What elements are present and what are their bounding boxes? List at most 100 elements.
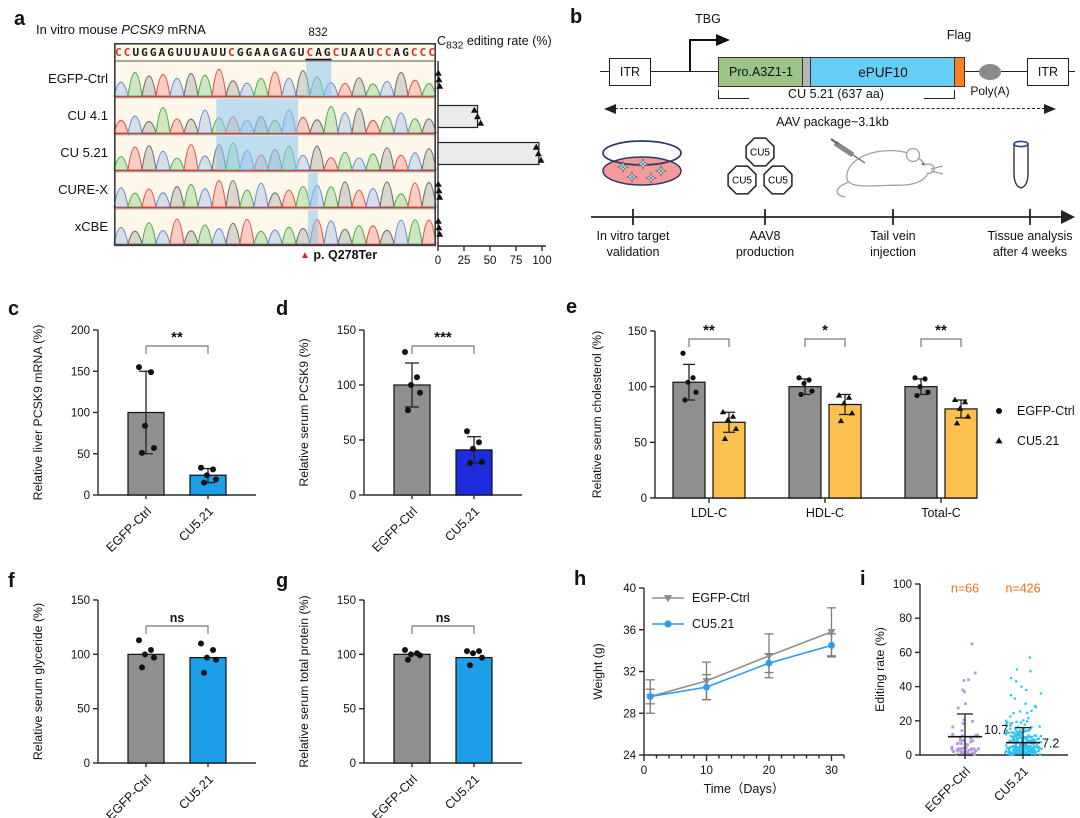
cu-bracket-left bbox=[718, 90, 749, 99]
cell-dish-icon bbox=[602, 140, 682, 186]
svg-text:100: 100 bbox=[628, 382, 647, 394]
panel-c-letter: c bbox=[8, 298, 20, 320]
editing-rate-scatter-chart: 0 20 40 60 80 100 Editing rate (%) n=66 10.7 EGFP… bbox=[873, 579, 1068, 815]
svg-text:150: 150 bbox=[337, 325, 356, 337]
workflow-step-4: Tissue analysis after 4 weeks bbox=[987, 229, 1073, 259]
svg-text:50: 50 bbox=[77, 704, 90, 716]
svg-text:24: 24 bbox=[623, 750, 636, 762]
svg-text:HDL-C: HDL-C bbox=[806, 506, 844, 520]
svg-text:G: G bbox=[167, 46, 174, 59]
pro-a3z1-box: Pro.A3Z1-1 bbox=[718, 57, 804, 87]
svg-text:A: A bbox=[202, 46, 209, 59]
svg-text:G: G bbox=[150, 46, 157, 59]
svg-text:G: G bbox=[237, 46, 244, 59]
mutation-arrow-icon: ▲ bbox=[300, 250, 310, 261]
svg-text:G: G bbox=[289, 46, 296, 59]
svg-text:Relative liver PCSK9 mRNA (%): Relative liver PCSK9 mRNA (%) bbox=[31, 325, 45, 501]
svg-text:G: G bbox=[402, 46, 409, 59]
svg-text:CU5.21: CU5.21 bbox=[692, 617, 734, 631]
svg-text:150: 150 bbox=[337, 595, 356, 607]
panel-a-title-gene: PCSK9 bbox=[121, 22, 164, 37]
svg-text:A: A bbox=[359, 46, 366, 59]
editing-rate-title: C832 editing rate (%) bbox=[437, 34, 552, 52]
aav-construct-diagram: ITR TBG Pro.A3Z1-1 ePUF10 Flag Poly(A) I… bbox=[585, 12, 1080, 133]
svg-text:100: 100 bbox=[71, 649, 90, 661]
svg-text:**: ** bbox=[171, 329, 183, 346]
svg-text:40: 40 bbox=[623, 583, 636, 595]
arrowhead-right-icon bbox=[1044, 104, 1056, 114]
svg-text:CU5.21: CU5.21 bbox=[1017, 434, 1059, 448]
svg-text:C: C bbox=[385, 46, 392, 59]
svg-text:C: C bbox=[376, 46, 383, 59]
svg-text:200: 200 bbox=[71, 325, 90, 337]
svg-text:C: C bbox=[333, 46, 340, 59]
svg-text:C: C bbox=[420, 46, 427, 59]
svg-text:40: 40 bbox=[899, 682, 912, 694]
svg-text:CU5.21: CU5.21 bbox=[442, 772, 482, 812]
aav-package-label: AAV package~3.1kb bbox=[776, 115, 889, 129]
aav-capsid-icons: CU5 CU5 CU5 bbox=[727, 137, 793, 195]
mutation-annotation: ▲ p. Q278Ter bbox=[300, 248, 377, 262]
flag-tag-box bbox=[954, 57, 965, 87]
capsid-label-3: CU5 bbox=[768, 176, 788, 187]
bar-EGFP-Ctrl bbox=[393, 653, 431, 764]
panel-e-letter: e bbox=[566, 296, 578, 318]
svg-text:100: 100 bbox=[532, 255, 551, 267]
editing-title-pre: C bbox=[437, 34, 447, 48]
panel-g-letter: g bbox=[276, 570, 289, 592]
svg-text:Relative serum glyceride (%): Relative serum glyceride (%) bbox=[31, 603, 45, 760]
svg-text:50: 50 bbox=[484, 255, 497, 267]
svg-text:150: 150 bbox=[628, 326, 647, 338]
svg-text:EGFP-Ctrl: EGFP-Ctrl bbox=[692, 591, 750, 605]
svg-text:75: 75 bbox=[510, 255, 523, 267]
svg-text:150: 150 bbox=[71, 595, 90, 607]
liver-pcsk9-mrna-chart: 0 50 100 150 200 Relative liver PCSK9 mRNA (%… bbox=[31, 325, 256, 555]
panel-h-letter: h bbox=[574, 568, 587, 590]
panel-f-letter: f bbox=[8, 570, 15, 592]
serum-cholesterol-chart: 0 50 100 150 Relative serum cholesterol (%) L… bbox=[590, 322, 1075, 520]
svg-text:Editing rate (%): Editing rate (%) bbox=[873, 627, 887, 712]
serum-glyceride-chart: 0 50 100 150 Relative serum glyceride (%) EGF… bbox=[31, 595, 256, 818]
svg-text:EGFP-Ctrl: EGFP-Ctrl bbox=[922, 764, 973, 815]
svg-text:0: 0 bbox=[350, 758, 356, 770]
svg-text:0: 0 bbox=[906, 750, 912, 762]
svg-text:CU5.21: CU5.21 bbox=[176, 772, 216, 812]
epuf10-box: ePUF10 bbox=[810, 57, 956, 87]
svg-text:28: 28 bbox=[623, 708, 636, 720]
svg-text:50: 50 bbox=[343, 704, 356, 716]
cu521-size-label: CU 5.21 (637 aa) bbox=[788, 87, 884, 101]
svg-text:LDL-C: LDL-C bbox=[691, 506, 727, 520]
svg-text:60: 60 bbox=[899, 647, 912, 659]
svg-text:CU5.21: CU5.21 bbox=[991, 764, 1031, 804]
svg-text:A: A bbox=[280, 46, 287, 59]
svg-text:0: 0 bbox=[641, 765, 647, 777]
svg-text:n=66: n=66 bbox=[951, 582, 979, 596]
svg-text:0: 0 bbox=[641, 493, 647, 505]
workflow-step-3: Tail vein injection bbox=[870, 229, 916, 259]
tbg-promoter-arrow-icon bbox=[689, 34, 730, 72]
svg-text:U: U bbox=[132, 46, 139, 59]
svg-text:C: C bbox=[124, 46, 131, 59]
svg-text:**: ** bbox=[703, 322, 715, 339]
svg-text:C: C bbox=[115, 46, 122, 59]
svg-text:Relative serum total protein (: Relative serum total protein (%) bbox=[297, 595, 311, 767]
workflow-step-2: AAV8 production bbox=[735, 229, 795, 259]
panel-a-title-pre: In vitro mouse bbox=[36, 22, 122, 37]
bar-EGFP-Ctrl bbox=[127, 653, 165, 764]
svg-text:100: 100 bbox=[893, 579, 912, 591]
svg-text:C: C bbox=[428, 46, 435, 59]
svg-text:Weight (g): Weight (g) bbox=[591, 643, 605, 700]
svg-text:**: ** bbox=[935, 322, 947, 339]
svg-text:*: * bbox=[822, 322, 828, 339]
editing-title-sub: 832 bbox=[446, 40, 464, 52]
svg-text:ns: ns bbox=[170, 611, 185, 625]
row-label-cu521: CU 5.21 bbox=[60, 145, 108, 160]
svg-text:EGFP-Ctrl: EGFP-Ctrl bbox=[1017, 404, 1075, 418]
panel-a-title-post: mRNA bbox=[163, 22, 206, 37]
svg-text:EGFP-Ctrl: EGFP-Ctrl bbox=[103, 504, 154, 555]
svg-text:U: U bbox=[185, 46, 192, 59]
svg-text:7.2: 7.2 bbox=[1042, 737, 1059, 751]
sequence-position-label: 832 bbox=[308, 27, 328, 39]
flag-label: Flag bbox=[946, 28, 972, 42]
